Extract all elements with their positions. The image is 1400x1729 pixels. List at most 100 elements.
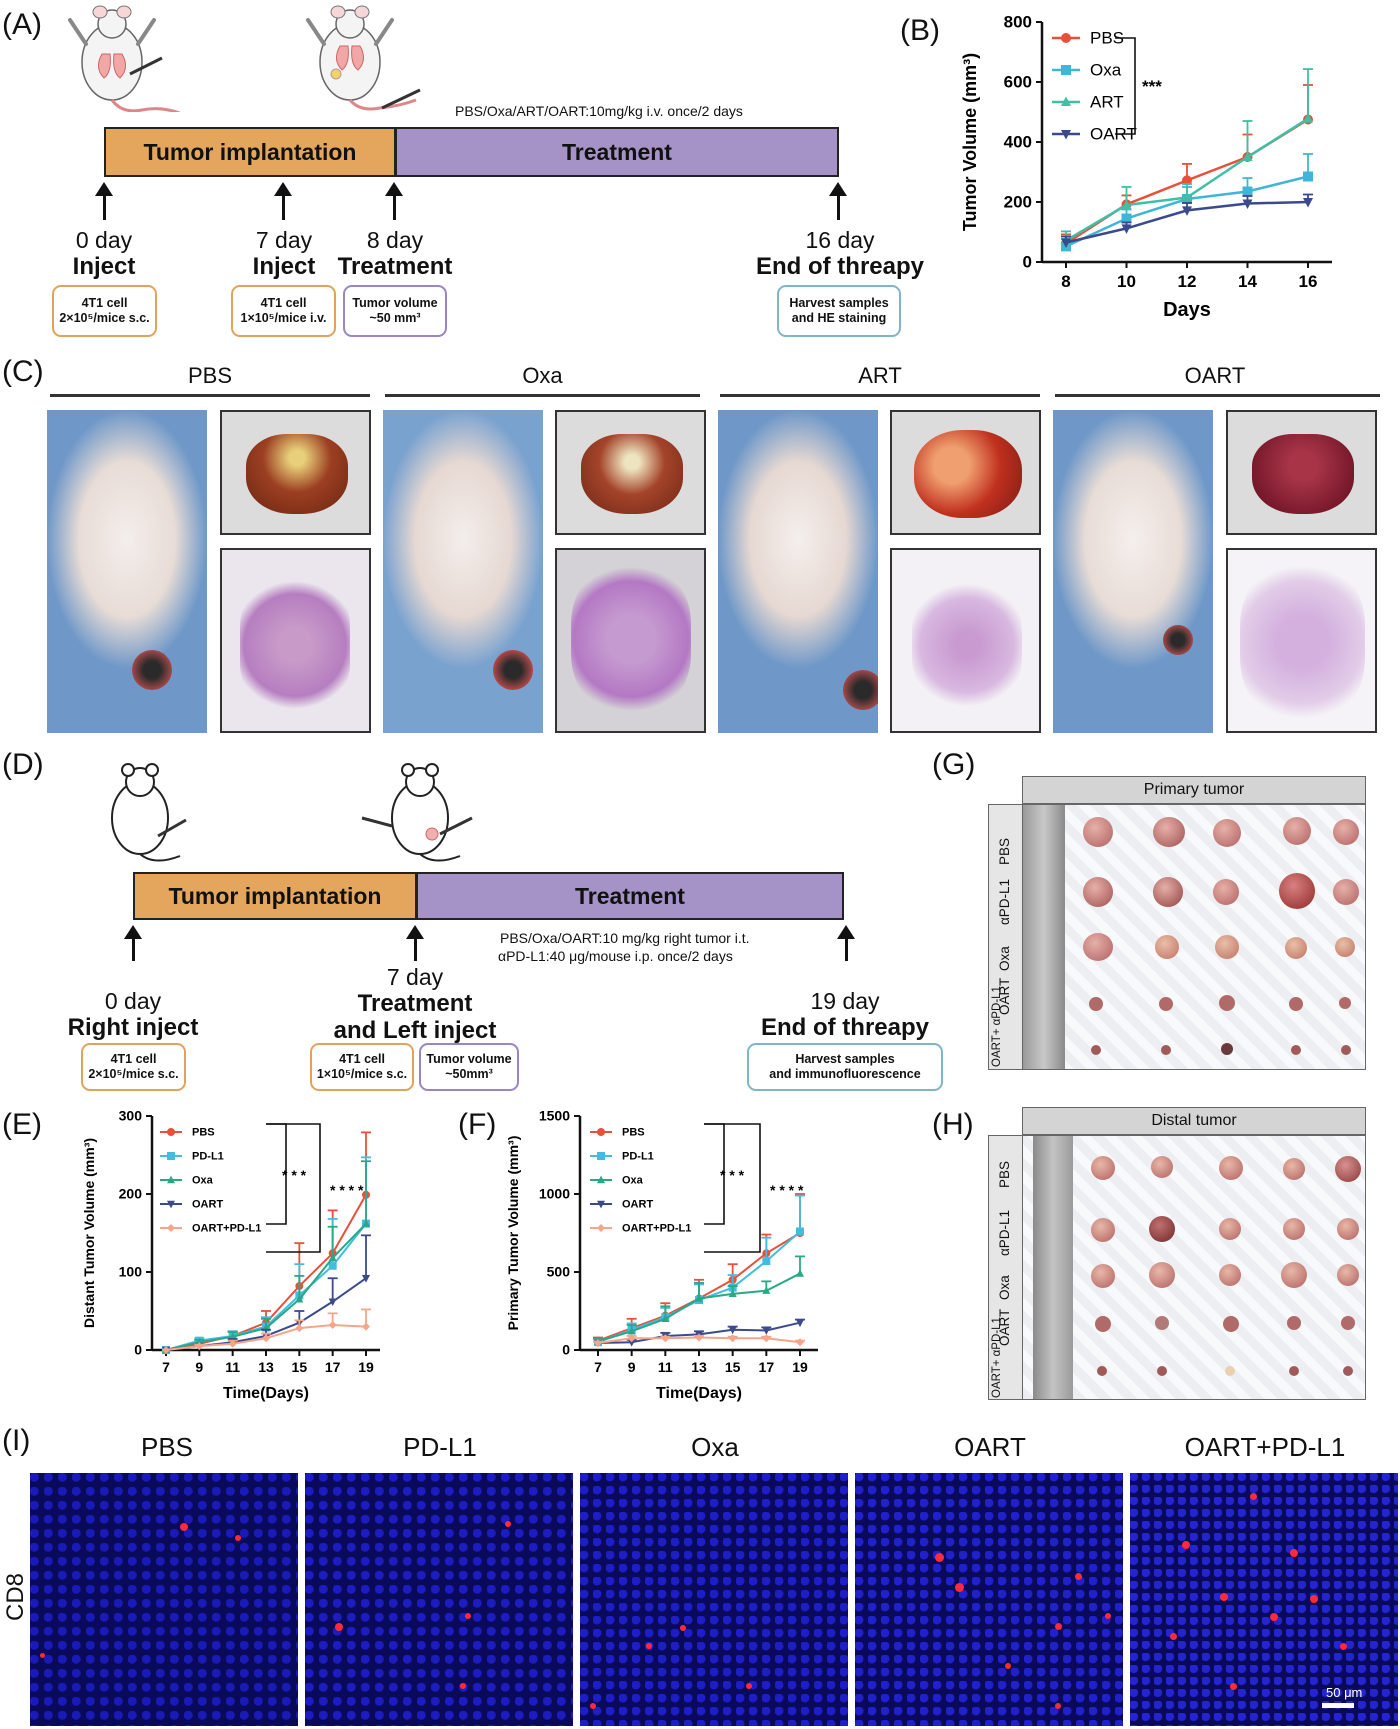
data-point bbox=[328, 1253, 337, 1262]
panel-d-event-2: 19 day End of threapy bbox=[760, 988, 929, 1041]
data-point bbox=[162, 1346, 170, 1354]
data-point bbox=[762, 1257, 771, 1266]
y-tick-label: 600 bbox=[1004, 73, 1032, 92]
legend-marker bbox=[1061, 65, 1071, 75]
data-point bbox=[1182, 206, 1192, 216]
panel-label-g: (G) bbox=[932, 748, 976, 781]
x-tick-label: 11 bbox=[658, 1359, 673, 1375]
group-header-oart: OART bbox=[1184, 363, 1246, 388]
he-stain-pbs bbox=[220, 548, 371, 733]
panel-d-event-1: 7 day Treatment and Left inject bbox=[333, 964, 497, 1044]
panel-a-event-2: 8 day Treatment bbox=[337, 227, 453, 280]
data-point bbox=[695, 1294, 703, 1302]
he-stain-oart bbox=[1226, 548, 1377, 733]
significance-label: * * * * bbox=[770, 1182, 804, 1198]
if-title-oxa: Oxa bbox=[691, 1432, 739, 1462]
ruler bbox=[1023, 805, 1065, 1069]
y-axis-label: Tumor Volume (mm³) bbox=[960, 53, 980, 231]
data-point bbox=[627, 1339, 636, 1347]
data-point bbox=[627, 1334, 636, 1343]
legend-marker bbox=[167, 1224, 175, 1232]
data-point bbox=[228, 1332, 237, 1340]
data-point bbox=[195, 1342, 204, 1351]
legend-label: Oxa bbox=[192, 1175, 214, 1187]
y-tick-label: 1500 bbox=[539, 1108, 570, 1124]
mouse-photo-art bbox=[718, 410, 878, 733]
x-tick-label: 19 bbox=[792, 1359, 808, 1375]
mouse-tail-injection-icon bbox=[306, 5, 421, 111]
if-title-pbs: PBS bbox=[140, 1432, 194, 1462]
ruler bbox=[1033, 1136, 1073, 1399]
panel-label-e: (E) bbox=[2, 1108, 42, 1141]
legend-label: OART+PD-L1 bbox=[192, 1223, 261, 1235]
panel-label-c: (C) bbox=[2, 355, 44, 388]
panel-label-i: (I) bbox=[2, 1424, 31, 1457]
panel-a-box-3: Harvest samples and HE staining bbox=[777, 285, 901, 337]
y-tick-label: 500 bbox=[547, 1264, 571, 1280]
y-tick-label: 1000 bbox=[539, 1186, 570, 1202]
panel-d-implantation-bar: Tumor implantation bbox=[133, 872, 417, 920]
tumor-grid bbox=[1091, 1156, 1365, 1396]
panel-a-treatment-bar: Treatment bbox=[395, 127, 839, 177]
mouse-photo-pbs bbox=[47, 410, 207, 733]
legend-marker bbox=[1061, 130, 1071, 140]
y-tick-label: 400 bbox=[1004, 133, 1032, 152]
data-point bbox=[295, 1294, 304, 1303]
panel-d-dose-text: PBS/Oxa/OART:10 mg/kg right tumor i.t. α… bbox=[498, 930, 750, 964]
tumor-volume-chart-b: 0 200 400 600 800 8 10 12 14 16 Days Tumor Volume (… bbox=[960, 13, 1332, 321]
x-tick-label: 10 bbox=[1117, 272, 1136, 291]
series-pbs bbox=[593, 1193, 805, 1345]
arrow-up-icon bbox=[274, 182, 292, 220]
distal-tumor-photo bbox=[1022, 1135, 1366, 1400]
data-point bbox=[728, 1289, 737, 1298]
x-axis-label: Days bbox=[1163, 299, 1211, 321]
data-point bbox=[328, 1321, 337, 1330]
panel-d-treatment-bar: Treatment bbox=[416, 872, 844, 920]
y-tick-label: 300 bbox=[119, 1108, 143, 1124]
legend-marker bbox=[167, 1200, 175, 1209]
legend-marker bbox=[1061, 96, 1071, 106]
distal-tumor-header: Distal tumor bbox=[1022, 1107, 1366, 1135]
panel-d-box-2: Tumor volume ~50mm³ bbox=[419, 1043, 519, 1091]
panel-a-box-0: 4T1 cell 2×10⁵/mice s.c. bbox=[52, 285, 157, 337]
legend-label: Oxa bbox=[622, 1175, 644, 1187]
data-point bbox=[1121, 213, 1132, 224]
legend-label: ART bbox=[1090, 93, 1124, 112]
lung-photo-oxa bbox=[555, 410, 706, 535]
panel-a-box-2: Tumor volume ~50 mm³ bbox=[343, 285, 447, 337]
lung-photo-oart bbox=[1226, 410, 1377, 535]
mouse-outline-tumor-icon bbox=[361, 763, 473, 862]
arrow-up-icon bbox=[385, 182, 403, 220]
legend-label: PBS bbox=[622, 1127, 645, 1139]
data-point bbox=[228, 1339, 237, 1348]
group-divider bbox=[385, 394, 700, 397]
legend-marker bbox=[167, 1128, 175, 1136]
panel-label-h: (H) bbox=[932, 1108, 974, 1141]
panel-a-event-0: 0 day Inject bbox=[72, 227, 136, 280]
data-point bbox=[594, 1338, 602, 1347]
x-tick-label: 15 bbox=[725, 1359, 741, 1375]
panel-d-box-3: Harvest samples and immunofluorescence bbox=[747, 1043, 943, 1091]
data-point bbox=[1182, 175, 1192, 186]
x-tick-label: 13 bbox=[258, 1359, 274, 1375]
legend-label: OART bbox=[622, 1199, 653, 1211]
group-divider bbox=[1055, 394, 1380, 397]
x-tick-label: 17 bbox=[759, 1359, 775, 1375]
legend-label: OART+PD-L1 bbox=[622, 1223, 691, 1235]
lung-photo-art bbox=[890, 410, 1041, 535]
data-point bbox=[362, 1275, 370, 1283]
panel-label-d: (D) bbox=[2, 748, 44, 781]
panel-label-b: (B) bbox=[900, 14, 940, 47]
data-point bbox=[762, 1334, 771, 1343]
data-point bbox=[796, 1227, 804, 1236]
panel-d-box-0: 4T1 cell 2×10⁵/mice s.c. bbox=[81, 1043, 186, 1091]
significance-label: * * * bbox=[282, 1167, 307, 1183]
data-point bbox=[328, 1261, 337, 1270]
if-image-pd-l1 bbox=[305, 1473, 573, 1726]
legend-marker bbox=[597, 1175, 605, 1184]
x-tick-label: 13 bbox=[691, 1359, 707, 1375]
he-stain-oxa bbox=[555, 548, 706, 733]
lung-photo-pbs bbox=[220, 410, 371, 535]
series-art bbox=[1061, 68, 1313, 245]
if-title-oart-pd-l1: OART+PD-L1 bbox=[1184, 1432, 1346, 1462]
